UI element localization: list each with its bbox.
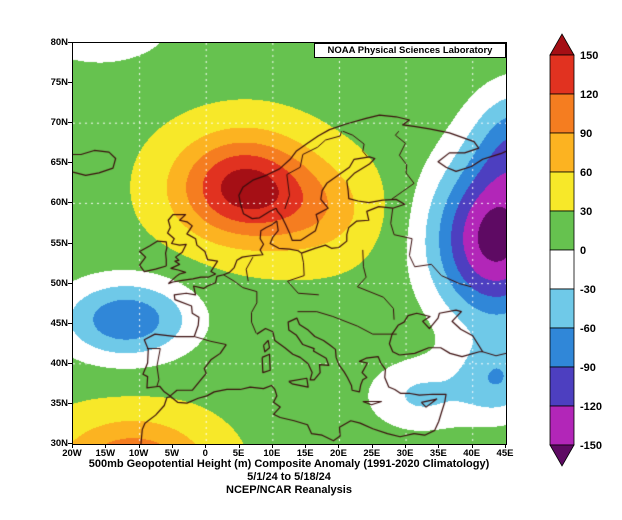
lat-tick-label: 45N (50, 317, 68, 329)
x-axis-tick (371, 444, 373, 448)
x-axis-tick (305, 444, 307, 448)
x-axis-tick (138, 444, 140, 448)
y-axis-tick (68, 402, 72, 404)
x-axis-tick (271, 444, 273, 448)
y-axis-tick (68, 82, 72, 84)
x-axis-tick (205, 444, 207, 448)
x-axis-tick (338, 444, 340, 448)
y-axis-tick (68, 282, 72, 284)
lon-tick-label: 35E (429, 448, 447, 459)
lon-tick-label: 10E (263, 448, 281, 459)
lon-tick-label: 15W (95, 448, 116, 459)
colorbar-tick-label: 60 (580, 167, 592, 179)
colorbar: 150 120 90 60 30 0 -30 -60 -90 -120 -150 (544, 30, 614, 470)
y-axis-tick (68, 42, 72, 43)
colorbar-tick-label: 30 (580, 206, 592, 218)
lon-tick-label: 45E (496, 448, 514, 459)
chart-date-range: 5/1/24 to 5/18/24 (247, 471, 331, 483)
colorbar-tick-label: -30 (580, 284, 596, 296)
chart-title: 500mb Geopotential Height (m) Composite … (88, 458, 490, 470)
source-label-box: NOAA Physical Sciences Laboratory (314, 43, 506, 58)
lat-tick-label: 35N (50, 397, 68, 409)
y-axis-tick (68, 162, 72, 164)
y-axis-tick (68, 362, 72, 364)
x-axis-tick (72, 444, 73, 448)
lat-tick-label: 60N (50, 197, 68, 209)
lon-tick-label: 40E (463, 448, 481, 459)
colorbar-tick-label: -60 (580, 323, 596, 335)
y-axis-tick (68, 443, 72, 444)
colorbar-tick-label: 90 (580, 128, 592, 140)
lat-tick-label: 65N (50, 157, 68, 169)
lon-tick-label: 20W (62, 448, 82, 459)
colorbar-tick-label: 120 (580, 89, 598, 101)
y-axis-tick (68, 202, 72, 204)
x-axis-tick (171, 444, 173, 448)
x-axis-tick (405, 444, 407, 448)
lat-tick-label: 80N (50, 37, 68, 48)
colorbar-tick-label: 150 (580, 50, 598, 62)
source-label: NOAA Physical Sciences Laboratory (327, 45, 493, 56)
chart-source: NCEP/NCAR Reanalysis (226, 484, 352, 496)
x-axis-tick (438, 444, 440, 448)
anomaly-map-canvas (73, 43, 506, 444)
colorbar-tick-label: -150 (580, 440, 602, 452)
lon-tick-label: 0 (202, 448, 208, 459)
x-axis-tick (238, 444, 240, 448)
lat-tick-label: 55N (50, 237, 68, 249)
y-axis-tick (68, 122, 72, 124)
colorbar-tick-label: -120 (580, 401, 602, 413)
lon-tick-label: 10W (128, 448, 149, 459)
y-axis-tick (68, 322, 72, 324)
lat-tick-label: 75N (50, 77, 68, 89)
lon-tick-label: 15E (296, 448, 314, 459)
colorbar-tick-label: 0 (580, 245, 586, 257)
lat-tick-label: 70N (50, 117, 68, 129)
lat-tick-label: 50N (50, 277, 68, 289)
plot-area (72, 42, 507, 445)
x-axis-tick (471, 444, 473, 448)
y-axis-tick (68, 242, 72, 244)
lat-tick-label: 40N (50, 357, 68, 369)
lon-tick-label: 25E (363, 448, 381, 459)
lon-tick-label: 30E (396, 448, 414, 459)
lon-tick-label: 20E (330, 448, 347, 459)
colorbar-tick-label: -90 (580, 362, 596, 374)
lon-tick-label: 5W (164, 448, 180, 459)
lon-tick-label: 5E (232, 448, 245, 459)
x-axis-tick (105, 444, 107, 448)
x-axis-tick (505, 444, 506, 448)
lat-tick-label: 30N (50, 438, 68, 449)
